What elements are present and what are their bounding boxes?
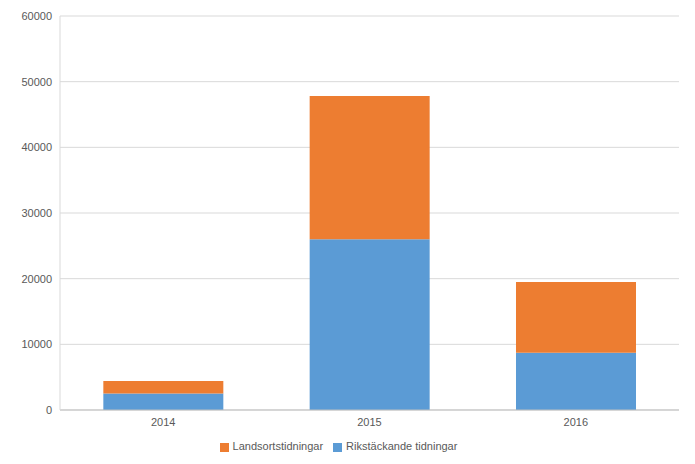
svg-text:30000: 30000 — [21, 207, 52, 219]
svg-text:2016: 2016 — [564, 416, 588, 428]
svg-text:2015: 2015 — [357, 416, 381, 428]
svg-text:50000: 50000 — [21, 76, 52, 88]
html-text:Rikstäckande tidningar: Rikstäckande tidningar — [346, 440, 458, 452]
svg-text:20000: 20000 — [21, 273, 52, 285]
svg-text:0: 0 — [46, 404, 52, 416]
svg-text:2014: 2014 — [151, 416, 175, 428]
html-text:Landsortstidningar: Landsortstidningar — [232, 440, 324, 452]
svg-text:10000: 10000 — [21, 338, 52, 350]
svg-text:60000: 60000 — [21, 10, 52, 22]
svg-text:40000: 40000 — [21, 141, 52, 153]
